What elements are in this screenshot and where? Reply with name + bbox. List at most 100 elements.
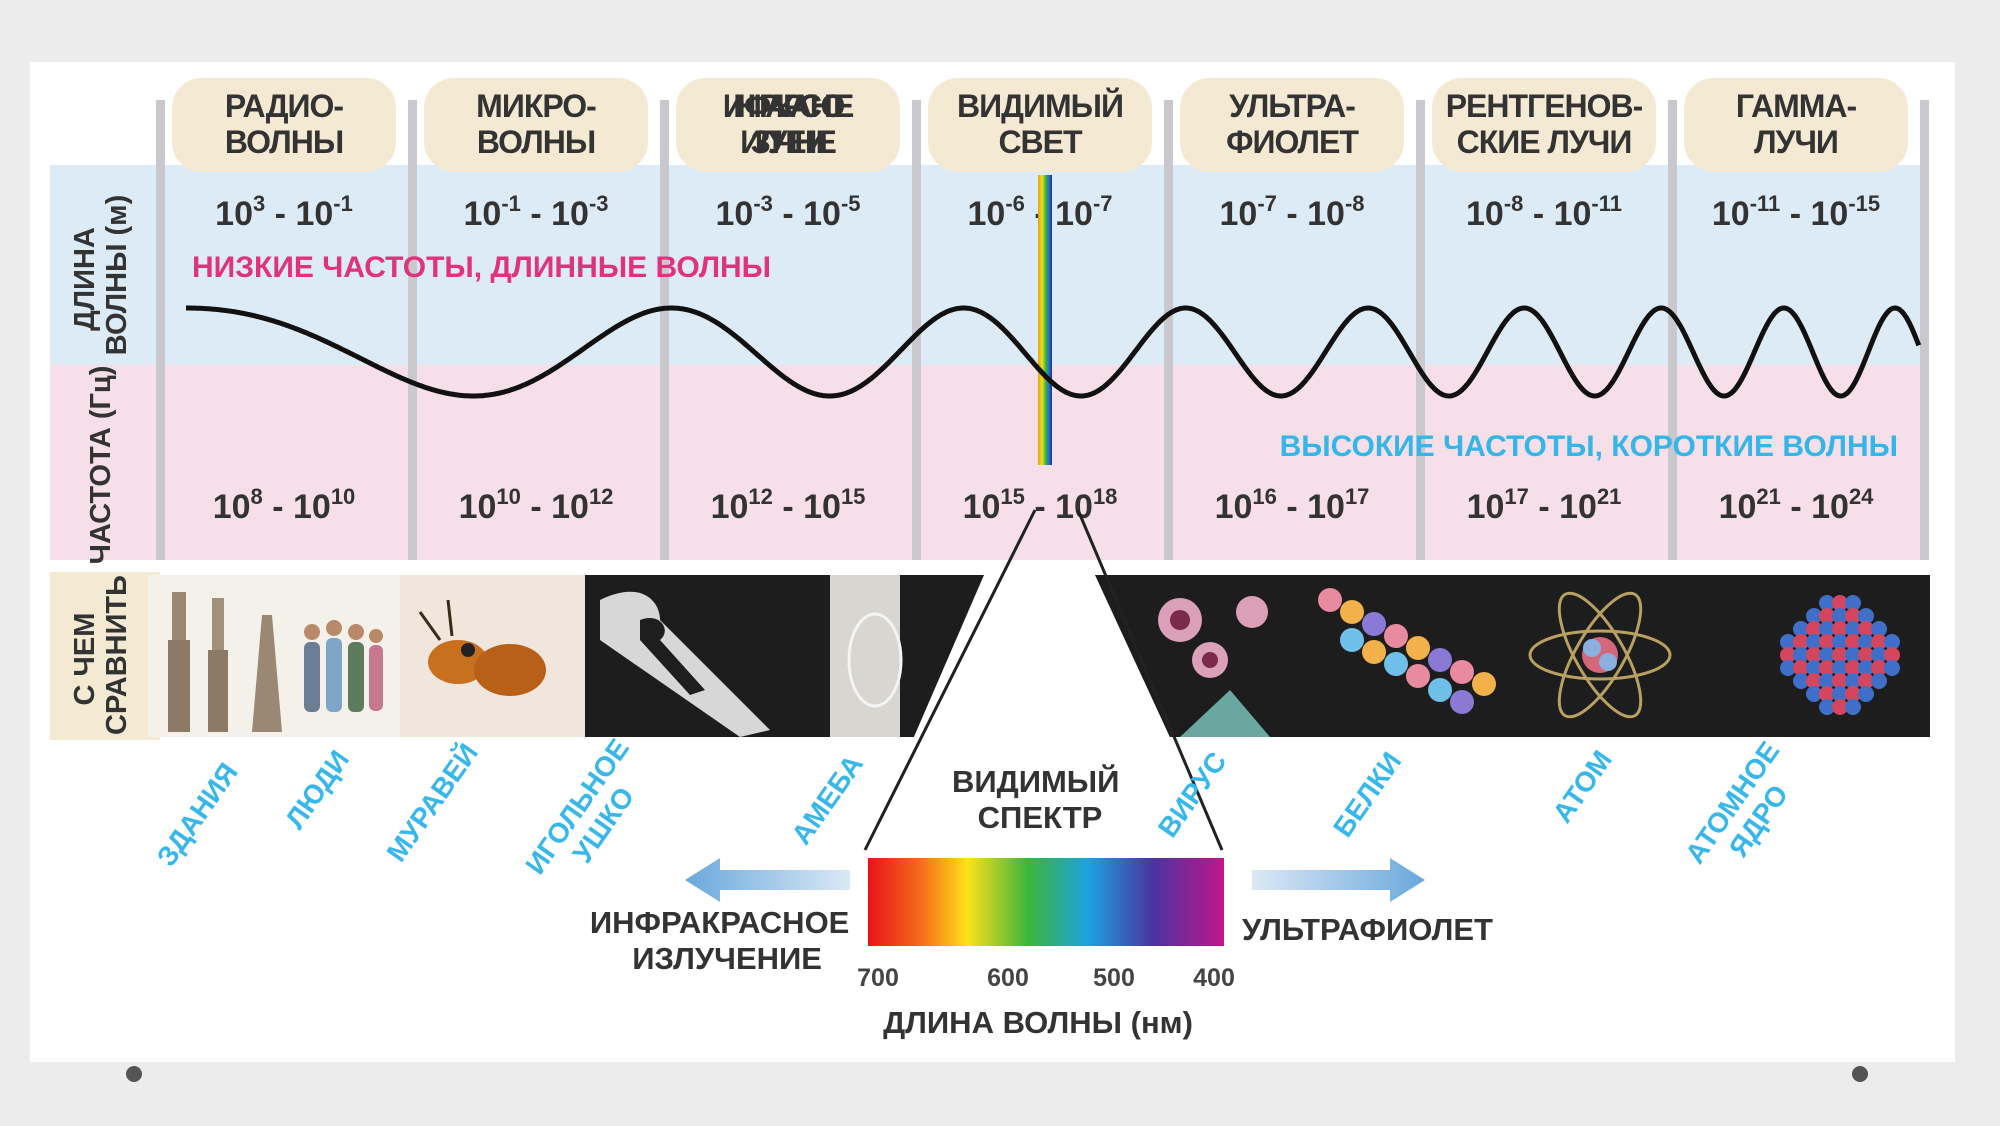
band-name: РАДИО-ВОЛНЫ (225, 88, 344, 160)
column-divider (408, 100, 417, 560)
compare-side-bg (50, 572, 160, 740)
wavelength-side-label: ДЛИНА ВОЛНЫ (м) (69, 195, 133, 356)
nucleon (1871, 660, 1887, 676)
band-name: ГАММА-ЛУЧИ (1736, 88, 1857, 160)
wavelength-value: 103​ - 10-1​ (215, 191, 353, 233)
needle-eye-icon (600, 591, 770, 737)
ultraviolet-label: УЛЬТРАФИОЛЕТ (1242, 912, 1493, 947)
wavelength-values: 103​ - 10-1​ 10-1​ - 10-3​ 10-3​ - 10-5​ 10… (215, 191, 1880, 233)
column-divider (660, 100, 669, 560)
nucleon (1832, 595, 1848, 611)
nucleon (1845, 621, 1861, 637)
protein-icon (1318, 588, 1496, 714)
infrared-arrow (685, 858, 850, 902)
nucleon (1871, 673, 1887, 689)
nucleon (1819, 686, 1835, 702)
nucleon (1832, 647, 1848, 663)
frequency-value: 1016​ - 1017​ (1215, 484, 1370, 526)
band-headers: РАДИО-ВОЛНЫ МИКРО-ВОЛНЫ ИНФРАКРАСНОЕ ИЗЛУЧЕ… (172, 78, 1908, 172)
spectrum-ticks: 700 600 500 400 (857, 964, 1235, 992)
funnel-right-edge (1076, 509, 1224, 851)
visible-spectrum-bar (868, 858, 1224, 946)
nucleon (1806, 621, 1822, 637)
frequency-value: 1010​ - 1012​ (459, 484, 614, 526)
nucleon (1819, 595, 1835, 611)
nucleon (1806, 634, 1822, 650)
nucleon (1845, 608, 1861, 624)
amoeba-icon (847, 612, 903, 708)
column-divider (1164, 100, 1173, 560)
band-header-pill (1684, 78, 1908, 172)
ultraviolet-arrow (1252, 858, 1425, 902)
nucleon (1793, 660, 1809, 676)
nucleon (1780, 634, 1796, 650)
nucleon (1858, 660, 1874, 676)
nucleon (1806, 608, 1822, 624)
nucleon (1832, 608, 1848, 624)
nucleon (1858, 673, 1874, 689)
frequency-value: 1012​ - 1015​ (711, 484, 866, 526)
nucleon (1806, 647, 1822, 663)
column-divider (912, 100, 921, 560)
band-name: МИКРО-ВОЛНЫ (476, 88, 596, 160)
amoeba-panel (830, 575, 900, 737)
nucleon (1884, 647, 1900, 663)
column-divider (1920, 100, 1929, 560)
nucleus-icon (1780, 595, 1900, 715)
visible-spectrum-funnel (865, 575, 1222, 850)
nucleon (1793, 634, 1809, 650)
nucleon (1858, 686, 1874, 702)
frequency-value: 1015​ - 1018​ (963, 484, 1118, 526)
nucleon (1884, 660, 1900, 676)
visible-light-strip (1038, 175, 1052, 465)
frequency-values: 108​ - 1010​ 1010​ - 1012​ 1012​ - 1015​ 10… (213, 484, 1874, 526)
spectrum-tick: 400 (1193, 964, 1235, 992)
wavelength-value: 10-1​ - 10-3​ (464, 191, 609, 233)
compare-side-label: С ЧЕМ СРАВНИТЬ (69, 575, 133, 735)
infrared-label: ИНФРАКРАСНОЕ ИЗЛУЧЕНИЕ (590, 905, 858, 976)
nucleon (1871, 621, 1887, 637)
atom-icon (1528, 591, 1672, 719)
frequency-side-bg (50, 365, 160, 560)
nucleon (1845, 660, 1861, 676)
nucleon (1780, 660, 1796, 676)
frequency-value: 108​ - 1010​ (213, 484, 356, 526)
low-frequency-label: НИЗКИЕ ЧАСТОТЫ, ДЛИННЫЕ ВОЛНЫ (192, 251, 771, 284)
column-divider (1416, 100, 1425, 560)
high-frequency-label: ВЫСОКИЕ ЧАСТОТЫ, КОРОТКИЕ ВОЛНЫ (1280, 430, 1898, 463)
nucleon (1806, 686, 1822, 702)
nucleon (1845, 673, 1861, 689)
frequency-value: 1021​ - 1024​ (1719, 484, 1875, 526)
nucleon (1793, 673, 1809, 689)
spectrum-tick: 500 (1093, 964, 1135, 992)
nucleon (1858, 621, 1874, 637)
nucleon (1819, 647, 1835, 663)
people-icon (304, 620, 383, 712)
band-name: ИНФРАКРАСНОЕ ИЗЛУЧЕНИЕ (723, 88, 854, 160)
wavelength-side-bg (50, 165, 160, 365)
nucleon (1858, 608, 1874, 624)
ant-icon (418, 599, 546, 696)
virus-icon (1158, 596, 1270, 737)
band-header-pill (1180, 78, 1404, 172)
nucleon (1871, 647, 1887, 663)
nucleon (1871, 634, 1887, 650)
nucleon (1845, 634, 1861, 650)
band-name: ВИДИМЫЙ СВЕТ (957, 88, 1123, 160)
funnel-left-edge (863, 509, 1037, 851)
column-divider (156, 100, 165, 560)
nucleon (1858, 647, 1874, 663)
visible-spectrum-title: ВИДИМЫЙ СПЕКТР (952, 763, 1128, 835)
nucleon (1832, 699, 1848, 715)
nucleon (1819, 608, 1835, 624)
nucleon (1832, 634, 1848, 650)
slide-bullet-right (1852, 1066, 1868, 1082)
nucleon (1845, 647, 1861, 663)
wavelength-value: 10-11​ - 10-15​ (1712, 191, 1880, 233)
wave-path (186, 305, 1922, 399)
column-divider (1668, 100, 1677, 560)
band-name: УЛЬТРА-ФИОЛЕТ (1226, 88, 1359, 160)
nucleon (1832, 673, 1848, 689)
